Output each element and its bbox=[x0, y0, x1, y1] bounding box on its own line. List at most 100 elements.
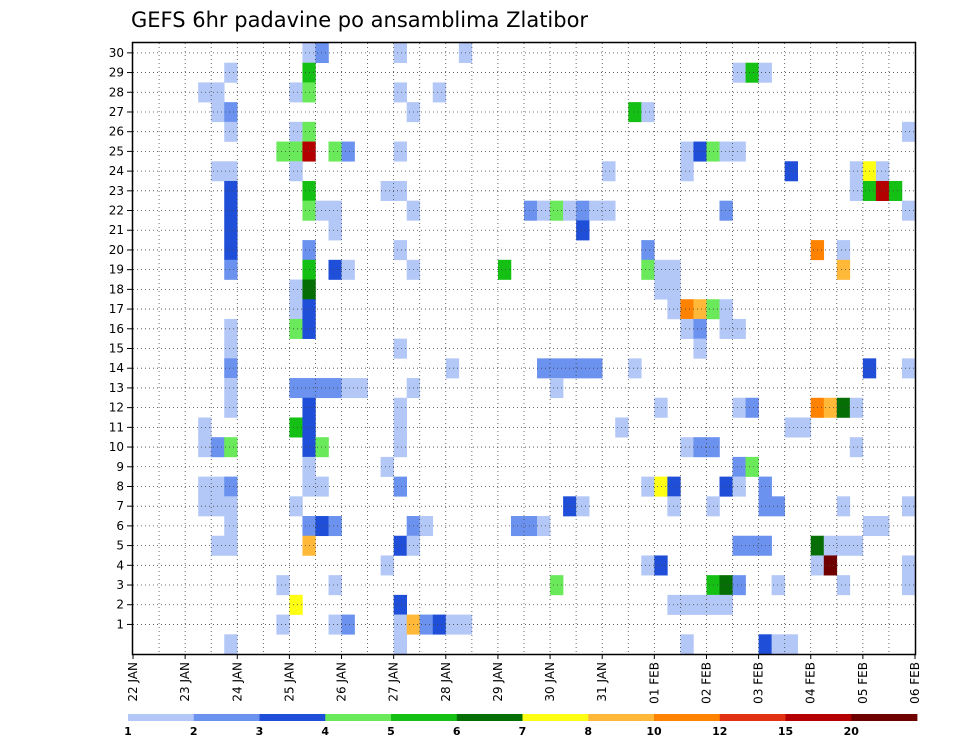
y-tick-label: 9 bbox=[116, 460, 124, 474]
y-tick-label: 11 bbox=[109, 420, 124, 434]
legend-label: 7 bbox=[519, 725, 527, 738]
y-tick-label: 2 bbox=[116, 598, 124, 612]
heatmap-cell bbox=[719, 318, 733, 339]
heatmap-cell bbox=[328, 378, 342, 399]
heatmap-cell bbox=[224, 535, 238, 556]
heatmap-cell bbox=[497, 259, 512, 280]
heatmap-cell bbox=[693, 318, 707, 339]
heatmap-cell bbox=[537, 200, 551, 221]
legend-swatch bbox=[128, 714, 195, 721]
heatmap-cell bbox=[784, 417, 798, 438]
y-tick-label: 15 bbox=[109, 342, 124, 356]
y-tick-label: 13 bbox=[109, 381, 124, 395]
heatmap-cell bbox=[589, 200, 603, 221]
heatmap-cell bbox=[224, 259, 238, 280]
heatmap-cell bbox=[224, 397, 238, 418]
heatmap-cell bbox=[667, 496, 681, 517]
heatmap-cell bbox=[524, 200, 538, 221]
heatmap-cell bbox=[654, 279, 668, 300]
y-tick-label: 25 bbox=[109, 144, 124, 158]
heatmap-cell bbox=[732, 318, 746, 339]
heatmap-cell bbox=[328, 259, 342, 280]
heatmap-cell bbox=[719, 594, 733, 615]
heatmap-cell bbox=[836, 240, 851, 261]
legend-swatch bbox=[851, 714, 918, 721]
grid-lines bbox=[133, 43, 915, 654]
heatmap-cell bbox=[315, 516, 329, 537]
heatmap-cell bbox=[901, 496, 916, 517]
heatmap-cell bbox=[693, 594, 707, 615]
y-tick-label: 24 bbox=[109, 164, 124, 178]
heatmap-cell bbox=[719, 575, 733, 596]
heatmap-cell bbox=[576, 200, 590, 221]
heatmap-cell bbox=[654, 555, 668, 576]
heatmap-cell bbox=[745, 456, 759, 477]
heatmap-cell bbox=[758, 634, 772, 655]
heatmap-cell bbox=[771, 634, 785, 655]
heatmap-cell bbox=[393, 338, 407, 359]
heatmap-cell bbox=[693, 141, 707, 162]
heatmap-cell bbox=[393, 634, 407, 655]
legend-swatch bbox=[522, 714, 589, 721]
heatmap-cell bbox=[550, 378, 564, 399]
heatmap-cell bbox=[641, 259, 655, 280]
legend-swatch bbox=[588, 714, 655, 721]
heatmap-cell bbox=[576, 220, 590, 241]
heatmap-cell bbox=[198, 476, 212, 497]
heatmap-cell bbox=[836, 535, 851, 556]
legend-swatch bbox=[259, 714, 326, 721]
heatmap-cell bbox=[315, 43, 329, 64]
x-tick-label: 31 JAN bbox=[595, 662, 609, 702]
heatmap-cell bbox=[328, 575, 342, 596]
legend-swatch bbox=[391, 714, 458, 721]
heatmap-cell bbox=[823, 397, 838, 418]
heatmap-cell bbox=[901, 575, 916, 596]
y-tick-label: 20 bbox=[109, 243, 124, 257]
x-tick-label: 23 JAN bbox=[178, 662, 192, 702]
heatmap-cell bbox=[393, 180, 407, 201]
heatmap-cell bbox=[328, 200, 342, 221]
heatmap-cell bbox=[393, 240, 407, 261]
x-tick-label: 01 FEB bbox=[647, 662, 661, 704]
heatmap-cell bbox=[628, 102, 642, 123]
x-tick-label: 05 FEB bbox=[856, 662, 870, 704]
heatmap-cell bbox=[654, 476, 668, 497]
heatmap-cell bbox=[654, 397, 668, 418]
heatmap-cell bbox=[393, 397, 407, 418]
heatmap-cell bbox=[315, 476, 329, 497]
y-tick-label: 14 bbox=[109, 361, 124, 375]
legend-swatch bbox=[325, 714, 392, 721]
heatmap-cell bbox=[289, 82, 303, 103]
heatmap-cell bbox=[276, 141, 290, 162]
legend-swatch bbox=[193, 714, 260, 721]
heatmap-cell bbox=[224, 338, 238, 359]
heatmap-cell bbox=[524, 516, 538, 537]
x-tick-label: 25 JAN bbox=[282, 662, 296, 702]
y-tick-label: 1 bbox=[116, 617, 124, 631]
heatmap-cell bbox=[628, 358, 642, 379]
heatmap-cell bbox=[198, 496, 212, 517]
x-tick-label: 26 JAN bbox=[335, 662, 349, 702]
heatmap-cell bbox=[289, 594, 303, 615]
heatmap-cell bbox=[849, 180, 864, 201]
heatmap-cell bbox=[732, 456, 746, 477]
heatmap-cell bbox=[393, 141, 407, 162]
heatmap-cell bbox=[393, 594, 407, 615]
heatmap-cell bbox=[849, 161, 864, 182]
heatmap-cell bbox=[836, 259, 851, 280]
heatmap-cell bbox=[315, 378, 329, 399]
heatmap-cell bbox=[849, 437, 864, 458]
heatmap-cell bbox=[641, 555, 655, 576]
legend-swatch bbox=[719, 714, 786, 721]
heatmap-cell bbox=[719, 299, 733, 320]
heatmap-cell bbox=[667, 299, 681, 320]
legend-swatch bbox=[654, 714, 721, 721]
heatmap-cell bbox=[380, 180, 394, 201]
heatmap-cell bbox=[550, 358, 564, 379]
heatmap-cell bbox=[680, 161, 694, 182]
heatmap-cell bbox=[550, 200, 564, 221]
heatmap-cell bbox=[393, 417, 407, 438]
heatmap-cell bbox=[224, 358, 238, 379]
heatmap-cell bbox=[198, 417, 212, 438]
